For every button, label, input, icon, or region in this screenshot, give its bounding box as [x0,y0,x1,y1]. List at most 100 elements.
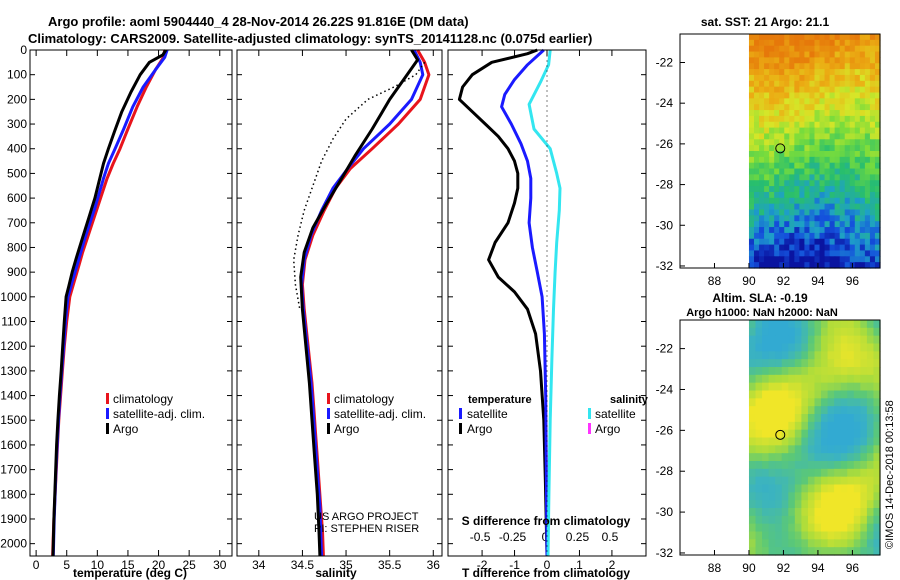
map-cell [754,127,760,135]
map-cell [799,74,805,82]
map-cell [847,351,855,360]
map-cell [794,343,802,352]
map-cell [844,121,851,129]
map-cell [859,180,866,187]
map-cell [781,484,789,493]
map-cell [821,406,829,415]
map-cell [859,45,866,53]
map-cell [754,139,760,146]
map-cell [827,523,835,533]
map-cell [781,374,789,384]
map-cell [768,445,776,454]
x-tick-label: 0 [544,558,551,572]
map-cell [874,162,881,170]
map-cell [789,98,795,105]
map-cell [748,547,757,556]
map-cell [874,57,881,64]
map-cell [774,86,780,94]
map-cell [774,104,780,111]
map-cell [839,162,846,170]
map-cell [809,115,816,123]
map-cell [873,429,881,439]
map-cell [869,156,876,164]
map-cell [834,69,841,76]
map-cell [807,539,816,548]
map-cell [781,429,789,439]
map-cell [873,476,881,486]
map-cell [799,203,805,211]
map-cell [827,547,835,556]
map-cell [804,80,811,88]
map-cell [809,262,816,269]
map-cell [809,151,816,158]
map-cell [779,203,785,211]
map-cell [874,232,881,240]
map-cell [854,86,861,94]
map-cell [799,98,805,105]
map-cell [804,186,811,193]
map-cell [859,80,866,88]
map-cell [784,139,790,146]
map-cell [789,69,795,76]
map-cell [759,45,765,53]
map-cell [849,238,856,246]
map-cell [779,168,785,175]
map-cell [769,203,775,211]
map-cell [834,406,842,415]
map-cell [847,445,855,454]
map-cell [866,414,875,423]
map-cell [789,145,795,152]
map-cell [829,86,836,94]
map-cell [864,39,871,47]
map-cell [866,320,875,329]
map-cell [769,145,775,152]
map-cell [874,139,881,146]
map-cell [794,215,800,222]
map-cell [854,156,861,164]
map-cell [869,186,876,193]
map-cell [748,406,757,415]
map-cell [779,69,785,76]
map-cell [775,406,783,415]
map-cell [834,351,842,360]
map-cell [840,320,848,329]
map-cell [873,468,881,478]
map-cell [866,484,875,493]
map-cell [764,180,770,187]
map-cell [784,168,790,175]
map-cell [768,461,776,470]
map-cell [799,57,805,64]
map-cell [789,238,795,246]
map-cell [827,406,835,415]
map-cell [784,104,790,111]
map-cell [774,57,780,64]
map-cell [844,238,851,246]
map-cell [807,500,816,509]
map-cell [774,92,780,99]
map-cell [748,133,755,140]
map-cell [764,203,770,211]
map-cell [769,221,775,228]
map-cell [814,203,821,211]
map-cell [809,174,816,181]
map-cell [764,197,770,205]
map-cell [849,57,856,64]
map-cell [821,492,829,501]
map-cell [827,421,835,431]
map-cell [764,57,770,64]
map-cell [834,531,842,540]
map-cell [754,262,760,269]
salinity-plot: 34 34.5 35 35.5 36 [236,49,443,572]
map-cell [799,151,805,158]
map-cell [859,145,866,152]
map-cell [789,209,795,216]
map-cell [827,531,835,540]
map-cell [768,484,776,493]
map-cell [801,429,809,439]
map-cell [788,390,796,399]
map-cell [866,476,875,486]
map-cell [784,127,790,135]
map-cell [840,398,848,407]
map-cell [801,320,809,329]
map-cell [860,453,868,462]
